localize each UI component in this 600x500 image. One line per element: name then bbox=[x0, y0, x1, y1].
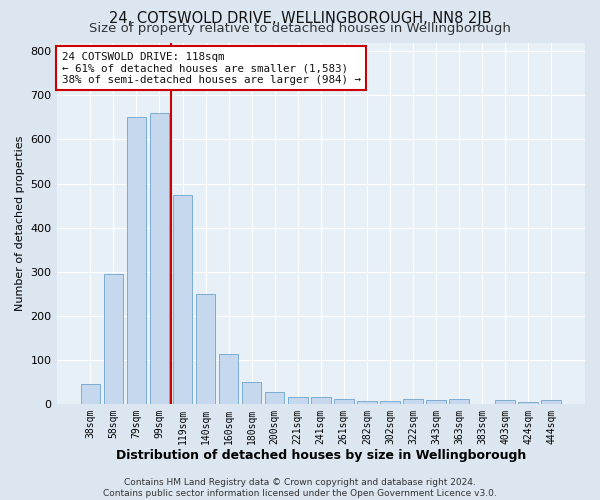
X-axis label: Distribution of detached houses by size in Wellingborough: Distribution of detached houses by size … bbox=[116, 450, 526, 462]
Text: 24 COTSWOLD DRIVE: 118sqm
← 61% of detached houses are smaller (1,583)
38% of se: 24 COTSWOLD DRIVE: 118sqm ← 61% of detac… bbox=[62, 52, 361, 84]
Bar bbox=[265, 392, 284, 404]
Bar bbox=[104, 274, 123, 404]
Bar bbox=[242, 382, 262, 404]
Y-axis label: Number of detached properties: Number of detached properties bbox=[15, 136, 25, 311]
Bar bbox=[449, 400, 469, 404]
Bar bbox=[196, 294, 215, 404]
Bar bbox=[518, 402, 538, 404]
Bar bbox=[380, 400, 400, 404]
Bar bbox=[219, 354, 238, 404]
Bar bbox=[149, 113, 169, 404]
Text: Contains HM Land Registry data © Crown copyright and database right 2024.
Contai: Contains HM Land Registry data © Crown c… bbox=[103, 478, 497, 498]
Bar bbox=[173, 194, 193, 404]
Text: 24, COTSWOLD DRIVE, WELLINGBOROUGH, NN8 2JB: 24, COTSWOLD DRIVE, WELLINGBOROUGH, NN8 … bbox=[109, 11, 491, 26]
Text: Size of property relative to detached houses in Wellingborough: Size of property relative to detached ho… bbox=[89, 22, 511, 35]
Bar bbox=[80, 384, 100, 404]
Bar bbox=[541, 400, 561, 404]
Bar bbox=[496, 400, 515, 404]
Bar bbox=[288, 397, 308, 404]
Bar bbox=[334, 400, 353, 404]
Bar bbox=[127, 118, 146, 404]
Bar bbox=[311, 397, 331, 404]
Bar bbox=[426, 400, 446, 404]
Bar bbox=[403, 400, 423, 404]
Bar bbox=[357, 400, 377, 404]
